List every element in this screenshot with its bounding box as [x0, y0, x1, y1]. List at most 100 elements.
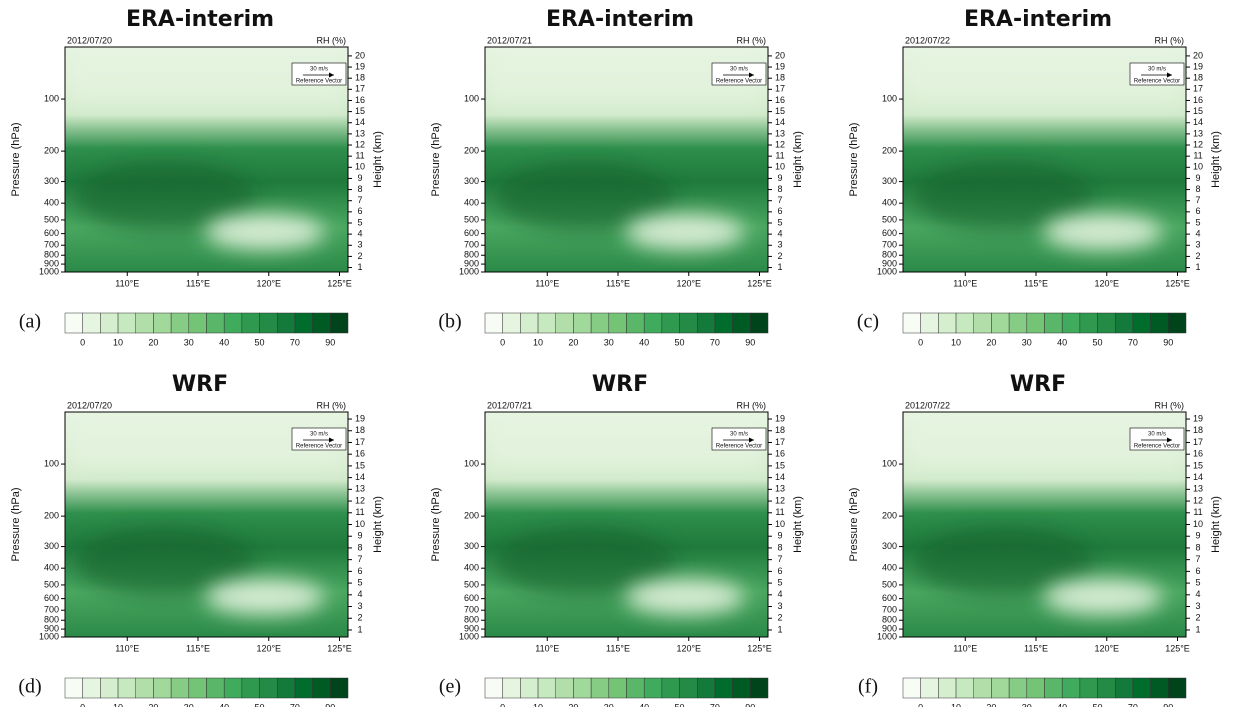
- y-tick-label: 200: [464, 145, 479, 155]
- y2-tick-label: 12: [775, 139, 785, 149]
- colorbar-box: [277, 677, 296, 699]
- y2-tick-label: 14: [355, 117, 365, 127]
- y-tick-label: 800: [464, 250, 479, 260]
- colorbar-box: [1115, 677, 1134, 699]
- colorbar-label: 20: [568, 337, 578, 347]
- colorbar-box: [135, 312, 154, 334]
- colorbar-box: [697, 677, 716, 699]
- colorbar-box: [170, 677, 190, 699]
- y-tick-label: 100: [882, 458, 897, 468]
- y2-tick-label: 18: [1193, 425, 1203, 435]
- colorbar-box: [259, 312, 278, 334]
- colorbar-box: [1097, 312, 1116, 334]
- y2-tick-label: 18: [355, 73, 365, 83]
- x-tick-label: 120°E: [676, 278, 701, 288]
- colorbar-label: 40: [1057, 337, 1067, 347]
- y-tick-label: 700: [464, 605, 479, 615]
- colorbar-box: [973, 312, 992, 334]
- y-tick-label: 700: [44, 240, 59, 250]
- rh-moist-region: [913, 162, 1093, 232]
- colorbar-box: [1132, 312, 1151, 334]
- colorbar-box: [117, 677, 136, 699]
- colorbar-box: [484, 677, 503, 699]
- rh-dry-region: [205, 579, 325, 615]
- colorbar-box: [294, 312, 313, 334]
- colorbar-box: [484, 312, 503, 334]
- colorbar-label: 0: [80, 702, 85, 707]
- y-tick-label: 800: [44, 250, 59, 260]
- y2-tick-label: 7: [1195, 554, 1200, 564]
- colorbar-label: 30: [184, 337, 194, 347]
- colorbar-label: 20: [986, 702, 996, 707]
- panel-label: (a): [19, 311, 41, 333]
- colorbar-label: 90: [325, 702, 335, 707]
- x-tick-label: 115°E: [186, 643, 210, 653]
- panel-label: (c): [857, 311, 879, 333]
- panel-title: WRF: [592, 372, 648, 397]
- date-label: 2012/07/21: [487, 400, 532, 410]
- field-label: RH (%): [317, 35, 347, 45]
- colorbar-box: [520, 677, 539, 699]
- y2-tick-label: 19: [775, 61, 785, 71]
- colorbar-box: [661, 677, 680, 699]
- reference-arrowhead: [329, 72, 334, 78]
- colorbar-box: [537, 677, 556, 699]
- colorbar-box: [1079, 677, 1098, 699]
- colorbar-box: [223, 677, 243, 699]
- y2-tick-label: 20: [775, 50, 785, 60]
- y2-tick-label: 16: [775, 95, 785, 105]
- field-label: RH (%): [737, 400, 767, 410]
- y2-axis-label: Height (km): [792, 131, 804, 188]
- y2-tick-label: 19: [775, 413, 785, 423]
- panel-title: WRF: [172, 372, 228, 397]
- y2-axis-label: Height (km): [372, 496, 384, 553]
- y-axis-label: Pressure (hPa): [430, 123, 442, 197]
- date-label: 2012/07/20: [67, 400, 112, 410]
- colorbar-box: [188, 677, 207, 699]
- y2-tick-label: 17: [1193, 437, 1203, 447]
- colorbar-box: [502, 677, 521, 699]
- y2-tick-label: 18: [775, 73, 785, 83]
- y2-tick-label: 7: [777, 554, 782, 564]
- y-tick-label: 200: [464, 510, 479, 520]
- colorbar-label: 0: [500, 702, 505, 707]
- reference-box: [291, 62, 347, 86]
- y2-tick-label: 10: [775, 519, 785, 529]
- x-tick-label: 110°E: [953, 643, 977, 653]
- y2-tick-label: 2: [777, 613, 782, 623]
- colorbar-label: 40: [1057, 702, 1067, 707]
- x-tick-label: 110°E: [115, 643, 139, 653]
- reference-label: Reference Vector: [1134, 79, 1180, 85]
- colorbar-box: [188, 312, 207, 334]
- y-tick-label: 600: [882, 228, 897, 238]
- colorbar-box: [135, 677, 154, 699]
- y-tick-label: 600: [44, 593, 59, 603]
- rh-moist-region: [495, 162, 675, 232]
- x-tick-label: 120°E: [1094, 643, 1119, 653]
- y2-tick-label: 1: [777, 262, 782, 272]
- colorbar-box: [608, 312, 627, 334]
- y-tick-label: 900: [882, 258, 897, 268]
- colorbar-box: [750, 677, 769, 699]
- reference-arrowhead: [1167, 72, 1172, 78]
- colorbar-label: 90: [325, 337, 335, 347]
- reference-arrowhead: [749, 437, 754, 443]
- colorbar-box: [938, 312, 957, 334]
- y2-tick-label: 1: [357, 262, 362, 272]
- y-tick-label: 200: [44, 510, 59, 520]
- colorbar-label: 70: [710, 337, 720, 347]
- y2-tick-label: 13: [1193, 484, 1203, 494]
- colorbar-label: 40: [639, 337, 649, 347]
- y2-tick-label: 8: [357, 542, 362, 552]
- y2-tick-label: 1: [357, 624, 362, 634]
- y2-tick-label: 14: [355, 472, 365, 482]
- panel: WRF 2012/07/20 RH (%) 30 m/s Reference Vecto…: [10, 372, 384, 707]
- y-tick-label: 900: [44, 623, 59, 633]
- y-axis-label: Pressure (hPa): [430, 488, 442, 562]
- colorbar-box: [955, 677, 974, 699]
- rh-dry-region: [625, 214, 745, 250]
- colorbar-box: [732, 312, 751, 334]
- colorbar-box: [920, 677, 939, 699]
- y2-tick-label: 16: [1193, 95, 1203, 105]
- field-label: RH (%): [1155, 35, 1185, 45]
